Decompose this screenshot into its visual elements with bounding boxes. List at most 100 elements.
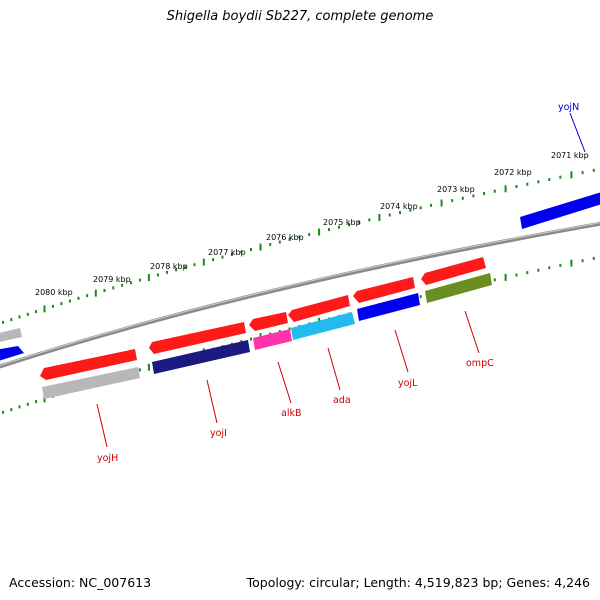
inner-tick [43,395,46,403]
gene-label-yojN[interactable]: yojN [558,102,579,113]
outer-tick [121,283,124,287]
map-title: Shigella boydii Sb227, complete genome [166,9,434,24]
inner-tick [2,410,5,414]
cds-ompC-outer[interactable] [421,257,486,285]
outer-tick [570,171,573,179]
outer-tick [368,218,371,222]
outer-tick [175,268,178,272]
cds-yojI[interactable] [149,322,246,354]
outer-tick [166,270,168,274]
leader-yojL [394,329,409,373]
cds-ada-outer[interactable] [288,295,350,322]
feature-ada[interactable] [291,312,355,340]
cds-yojH[interactable] [40,349,137,380]
outer-tick [18,315,21,319]
outer-tick [103,289,106,292]
outer-tick [504,185,507,193]
outer-tick [2,320,5,324]
gene-label-alkB[interactable]: alkB [281,408,301,419]
outer-tick [451,199,454,203]
cds-left-blue[interactable] [0,346,24,362]
leader-yojH [96,403,108,448]
outer-tick [112,286,115,290]
outer-tick [483,192,486,195]
gene-label-ada[interactable]: ada [333,395,351,406]
leader-yojN [569,112,586,153]
outer-tick [86,294,89,298]
outer-tick [559,175,562,179]
outer-tick [138,278,141,282]
outer-tick [472,194,475,198]
outer-tick [493,189,496,193]
outer-tick [537,180,540,184]
outer-tick [338,225,340,229]
inner-tick [493,278,496,282]
kbp-labels: 2071 kbp 2072 kbp 2073 kbp 2074 kbp 2075… [35,151,589,297]
gene-label-yojL[interactable]: yojL [398,378,418,389]
outer-tick [156,273,159,277]
inner-tick [526,271,529,275]
outer-tick [592,168,595,172]
kbp-label: 2073 kbp [437,185,475,194]
inner-tick [35,400,38,404]
outer-tick [278,240,281,244]
outer-tick [240,250,243,254]
inner-tick [570,259,573,267]
inner-feature-track [42,273,492,399]
outer-tick-ring [2,168,595,324]
leader-ada [327,347,341,391]
outer-tick [202,258,205,266]
gene-label-yojH[interactable]: yojH [97,453,118,464]
inner-tick [26,402,29,406]
outer-tick [68,299,71,303]
outer-tick [94,289,97,297]
inner-tick [581,259,584,263]
inner-tick [537,268,540,272]
feature-yojL[interactable] [357,293,420,321]
outer-tick [328,228,330,232]
feature-yojH[interactable] [42,367,140,399]
leader-ompC [464,310,480,354]
outer-tick [212,258,215,262]
inner-tick [548,266,551,270]
outer-tick [288,238,291,241]
gene-label-yojI[interactable]: yojI [210,428,227,439]
genome-backbone [0,221,600,369]
outer-tick [409,208,412,212]
feature-alkB[interactable] [253,329,292,350]
inner-tick [504,273,507,281]
cds-alkB-outer[interactable] [249,312,288,331]
inner-tick [250,337,252,341]
outer-tick [461,196,464,200]
kbp-label: 2074 kbp [380,202,418,211]
kbp-label: 2079 kbp [93,275,131,284]
inner-tick [138,368,141,372]
outer-tick [358,220,361,224]
feature-ompC[interactable] [425,273,492,303]
genome-backbone-highlight [0,222,600,366]
cds-left-edge[interactable] [0,328,22,343]
outer-tick [318,228,321,236]
cds-yojN[interactable] [520,191,600,229]
outer-feature-track [0,191,600,380]
outer-tick [430,203,433,207]
outer-tick [184,265,187,269]
topology-text: Topology: circular; Length: 4,519,823 bp… [246,575,590,590]
inner-tick [10,408,13,412]
cds-yojL-outer[interactable] [353,277,415,303]
inner-tick [419,295,422,299]
inner-tick [18,405,21,409]
outer-tick [230,253,233,256]
kbp-label: 2080 kbp [35,288,73,297]
inner-tick [515,273,518,277]
outer-tick [515,185,518,188]
gene-label-ompC[interactable]: ompC [466,358,494,369]
kbp-label: 2071 kbp [551,151,589,160]
kbp-label: 2078 kbp [150,262,188,271]
outer-tick [348,223,350,227]
outer-tick [26,312,29,316]
outer-tick [60,302,63,306]
feature-yojI[interactable] [152,340,250,374]
outer-tick [298,235,301,239]
